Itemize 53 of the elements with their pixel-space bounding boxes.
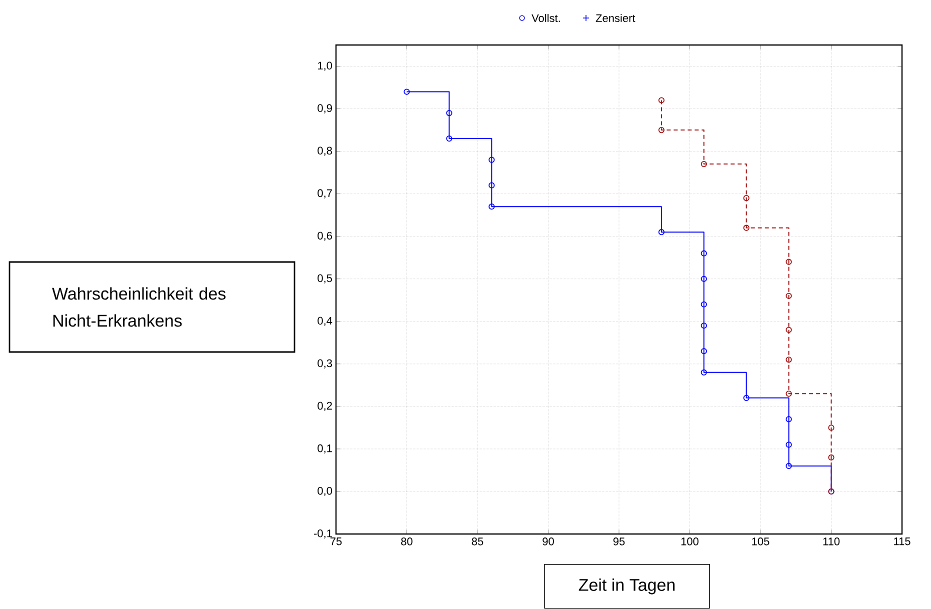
text: Vollst. [532, 14, 560, 22]
point [700, 276, 707, 282]
point [700, 369, 707, 376]
y-tick-label: 0,4 [318, 316, 332, 326]
x-tick-label: 85 [472, 538, 484, 546]
x-tick-label: 75 [330, 538, 342, 546]
x-tick-label: 105 [752, 538, 770, 546]
x-tick-label: 110 [823, 538, 840, 546]
y-tick-label: 0,1 [318, 444, 332, 454]
point [828, 454, 834, 461]
x-tick-label: 100 [681, 538, 698, 546]
point [488, 204, 495, 210]
point [743, 224, 750, 231]
point [446, 136, 452, 142]
y-tick-label: 0,6 [318, 232, 332, 241]
point [658, 229, 665, 236]
point [446, 110, 452, 116]
y-tick-label: 0,2 [318, 402, 332, 412]
point [658, 97, 665, 104]
x-tick-label: 95 [613, 538, 625, 546]
x-tick-label: 80 [401, 538, 412, 546]
y-tick-label: 0,7 [318, 189, 332, 198]
text: Zeit in Tagen [578, 578, 675, 594]
point [700, 348, 707, 354]
point [488, 182, 495, 188]
point [700, 250, 707, 256]
point [786, 326, 792, 334]
y-tick-label: -0,1 [314, 530, 332, 539]
point [658, 127, 665, 134]
y-tick-label: 0,9 [318, 104, 332, 114]
text: Wahrscheinlichkeit des Nicht-Erkrankens [52, 287, 226, 327]
point [786, 463, 792, 470]
point [786, 390, 792, 397]
point [786, 356, 792, 363]
point [700, 161, 707, 168]
x-tick-label: 90 [542, 538, 554, 546]
point [786, 292, 792, 300]
point [786, 258, 792, 265]
y-tick-label: 1,0 [318, 62, 332, 71]
x-tick-label: 115 [894, 538, 910, 546]
point [488, 156, 495, 163]
y-tick-label: 0,0 [318, 487, 332, 496]
text: Zensiert [596, 14, 636, 22]
point [786, 416, 792, 422]
point [828, 424, 834, 431]
point [743, 394, 750, 402]
point [786, 442, 792, 448]
point [700, 301, 707, 308]
y-tick-label: 0,8 [318, 146, 332, 156]
point [743, 195, 750, 202]
point [700, 322, 707, 329]
y-tick-label: 0,5 [318, 274, 332, 284]
y-tick-label: 0,3 [318, 359, 332, 369]
